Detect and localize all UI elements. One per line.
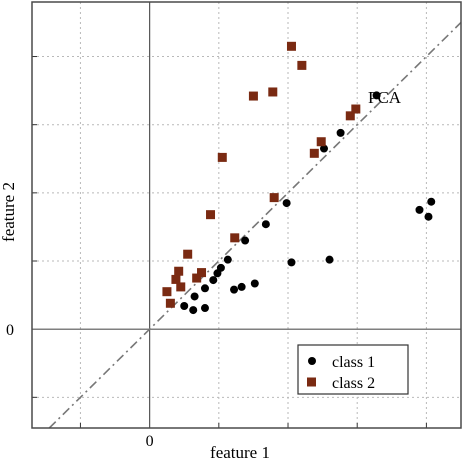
class-1-point [189, 306, 198, 315]
plot-frame [31, 1, 462, 429]
class-1-point [250, 279, 259, 288]
x-tick-labels: 0 [146, 433, 154, 450]
class-2-point [192, 273, 202, 283]
class-1-point [216, 263, 225, 272]
class-1-point [282, 199, 291, 208]
class-1-point [190, 292, 199, 301]
class-1-point [200, 284, 209, 293]
class-2-point [197, 268, 207, 278]
class-2-point [165, 298, 175, 308]
y-axis-label: feature 2 [0, 182, 18, 242]
legend-label: class 1 [332, 354, 375, 371]
class-1-point [241, 236, 250, 245]
class-1-point [200, 304, 209, 313]
y-tick-label: 0 [6, 322, 14, 339]
legend: class 1 class 2 [297, 344, 409, 395]
class-2-point [351, 104, 361, 114]
class-2-point [268, 87, 278, 97]
zero-axis-lines [32, 2, 461, 428]
class-2-point [297, 60, 307, 70]
class-1-point [261, 220, 270, 229]
class-2-point [309, 148, 319, 158]
legend-marker-class-1 [308, 357, 316, 365]
class-2-point [217, 152, 227, 162]
pca-direction-line [48, 21, 462, 429]
class-1-point [319, 144, 328, 153]
class-1-point [230, 285, 239, 294]
class-2-point [316, 137, 326, 147]
class-2-point [162, 287, 172, 297]
class-1-point [424, 212, 433, 221]
class-2-point [174, 266, 184, 276]
class-2-point [248, 91, 258, 101]
x-axis-label: feature 1 [210, 443, 270, 462]
x-tick-label: 0 [146, 433, 154, 450]
class-2-point [183, 249, 193, 259]
legend-items: class 1 class 2 [307, 354, 375, 392]
class-1-point [325, 255, 334, 264]
class-1-point [415, 205, 424, 214]
class-2-point [206, 210, 216, 220]
class-1-point [209, 276, 218, 285]
class-1-point [223, 255, 232, 264]
class-1-point [237, 282, 246, 291]
class-2-point [345, 111, 355, 121]
class-1-point [287, 258, 296, 267]
class-2-point [286, 41, 296, 51]
class-2-point [176, 282, 186, 292]
class-2-point [171, 274, 181, 284]
class-2-point [230, 233, 240, 243]
y-tick-labels: 0 [6, 322, 14, 339]
legend-label: class 2 [332, 375, 375, 392]
class-1-point [336, 128, 345, 137]
class-2-point [269, 193, 279, 203]
data-points [162, 41, 436, 315]
pca-annotation: PCA [368, 88, 402, 107]
legend-marker-class-2 [307, 377, 316, 387]
class-1-point [427, 197, 436, 206]
legend-box [297, 344, 409, 395]
axis-ticks [32, 56, 427, 428]
class-1-point [372, 91, 381, 100]
class-1-point [180, 301, 189, 310]
